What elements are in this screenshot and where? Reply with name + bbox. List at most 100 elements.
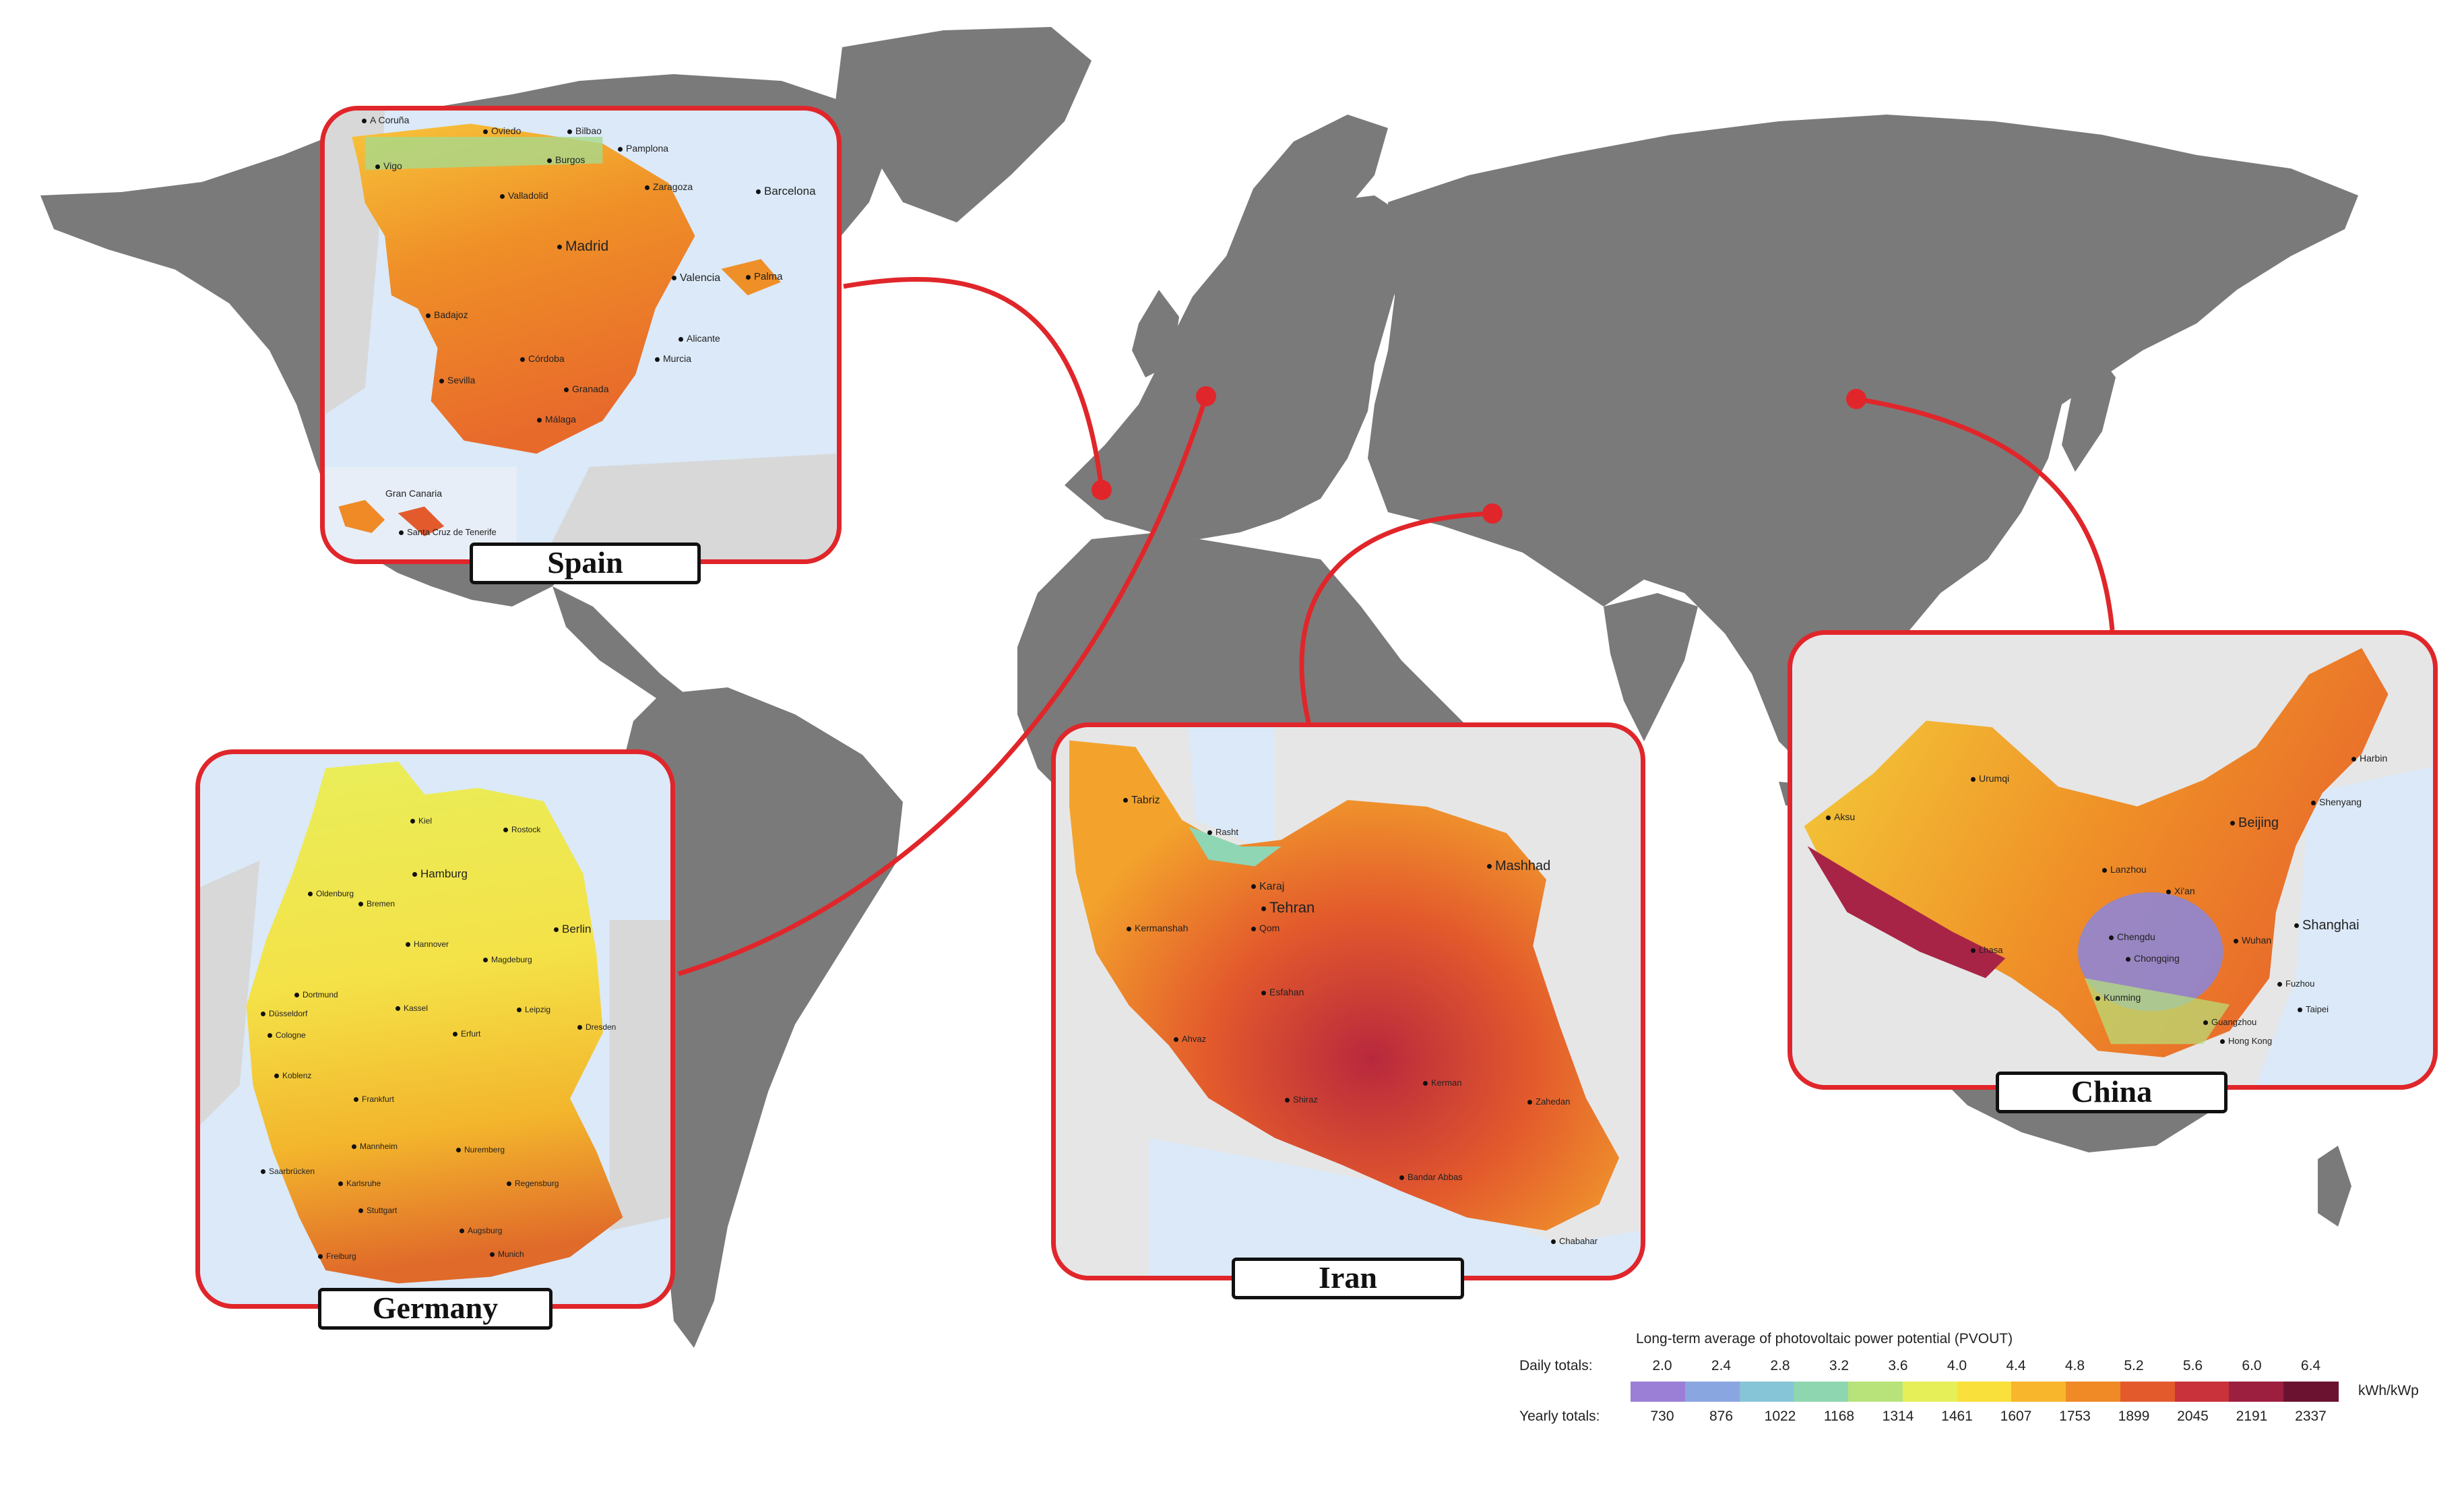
china-pv-map — [1794, 635, 2432, 1085]
city-label: Chabahar — [1551, 1236, 1598, 1246]
city-label: Dresden — [577, 1022, 616, 1032]
city-label: Rasht — [1207, 827, 1238, 837]
legend-tick-yearly: 1314 — [1882, 1408, 1914, 1424]
caption-iran: Iran — [1232, 1258, 1464, 1299]
city-label: Leipzig — [517, 1005, 550, 1014]
city-label: Mashhad — [1487, 859, 1550, 874]
city-label: Zahedan — [1527, 1096, 1570, 1107]
land-greenland — [835, 27, 1092, 222]
city-label: Shiraz — [1285, 1094, 1318, 1105]
city-label: Fuzhou — [2277, 979, 2314, 989]
caption-germany: Germany — [318, 1288, 552, 1330]
legend-tick-daily: 2.0 — [1652, 1358, 1672, 1373]
land-europe — [1065, 195, 1415, 539]
city-label: Málaga — [537, 414, 576, 425]
legend-tick-daily: 4.4 — [2006, 1358, 2026, 1373]
city-label: Erfurt — [453, 1029, 480, 1039]
legend-tick-daily: 6.4 — [2300, 1358, 2321, 1373]
legend-color-cell — [1739, 1382, 1795, 1402]
city-label: Stuttgart — [358, 1206, 397, 1215]
city-label: Koblenz — [274, 1071, 311, 1080]
legend-color-cell — [2011, 1382, 2067, 1402]
city-label: Hannover — [406, 939, 449, 949]
city-label: Valencia — [672, 272, 720, 284]
legend-color-cell — [1902, 1382, 1958, 1402]
legend-color-cell — [2120, 1382, 2176, 1402]
city-label: Pamplona — [618, 143, 668, 154]
city-label: Esfahan — [1261, 987, 1304, 997]
inset-iran: Tabriz Rasht Mashhad Karaj Tehran Kerman… — [1051, 722, 1645, 1280]
caption-china: China — [1996, 1072, 2228, 1113]
location-markers — [1092, 386, 1866, 524]
legend-daily-label: Daily totals: — [1519, 1358, 1593, 1373]
land-new-zealand — [2318, 1146, 2351, 1227]
marker-china — [1846, 389, 1866, 409]
land-central-america — [552, 586, 694, 714]
city-label: Lhasa — [1971, 945, 2002, 955]
legend-tick-yearly: 1168 — [1823, 1408, 1855, 1424]
land-scandinavia — [1226, 115, 1388, 263]
city-label: Oldenburg — [308, 889, 354, 898]
city-label: A Coruña — [362, 115, 409, 125]
city-label: Córdoba — [520, 353, 565, 364]
city-label: Hong Kong — [2220, 1036, 2272, 1046]
legend-tick-yearly: 1022 — [1764, 1408, 1796, 1424]
city-label: Saarbrücken — [261, 1167, 315, 1176]
city-label: Alicante — [678, 333, 720, 344]
city-label: Gran Canaria — [385, 488, 443, 499]
inset-germany: Kiel Rostock Hamburg Oldenburg Bremen Be… — [195, 749, 675, 1309]
legend-tick-yearly: 1607 — [2000, 1408, 2032, 1424]
connector-germany — [677, 395, 1209, 977]
city-label: Magdeburg — [483, 955, 532, 964]
city-label: Sevilla — [439, 375, 475, 385]
city-label: Kiel — [410, 816, 432, 826]
city-label: Granada — [564, 383, 608, 394]
marker-spain — [1092, 480, 1112, 500]
legend-tick-yearly: 1753 — [2059, 1408, 2091, 1424]
city-label: Santa Cruz de Tenerife — [399, 527, 497, 537]
city-label: Aksu — [1826, 811, 1855, 822]
city-label: Kunming — [2095, 992, 2141, 1003]
city-label: Karaj — [1251, 881, 1284, 893]
legend-title: Long-term average of photovoltaic power … — [1636, 1331, 2013, 1346]
legend-color-cell — [1631, 1382, 1686, 1402]
legend-tick-daily: 4.8 — [2064, 1358, 2085, 1373]
connectors — [677, 276, 2115, 977]
city-label: Kerman — [1423, 1078, 1462, 1088]
legend-tick-daily: 6.0 — [2242, 1358, 2262, 1373]
city-label: Tabriz — [1123, 795, 1160, 807]
city-label: Karlsruhe — [338, 1179, 381, 1188]
city-label: Hamburg — [412, 867, 468, 881]
city-label: Rostock — [503, 825, 540, 834]
city-label: Beijing — [2230, 815, 2279, 831]
legend-tick-yearly: 1461 — [1941, 1408, 1973, 1424]
legend-tick-daily: 2.8 — [1770, 1358, 1790, 1373]
legend-color-cell — [2283, 1382, 2339, 1402]
city-label: Augsburg — [460, 1226, 502, 1235]
city-label: Bandar Abbas — [1399, 1172, 1463, 1182]
city-label: Regensburg — [507, 1179, 559, 1188]
inset-spain: A Coruña Oviedo Bilbao Pamplona Vigo Bur… — [320, 106, 842, 564]
inset-china: Harbin Urumqi Shenyang Aksu Beijing Lanz… — [1788, 630, 2438, 1090]
legend-tick-daily: 2.4 — [1711, 1358, 1732, 1373]
city-label: Mannheim — [352, 1142, 398, 1151]
city-label: Lanzhou — [2102, 864, 2147, 875]
legend-tick-daily: 4.0 — [1947, 1358, 1967, 1373]
city-label: Düsseldorf — [261, 1009, 307, 1018]
legend-color-cell — [1957, 1382, 2013, 1402]
city-label: Shanghai — [2294, 918, 2360, 933]
city-label: Dortmund — [294, 990, 338, 999]
connector-spain — [843, 276, 1104, 491]
city-label: Xi'an — [2166, 886, 2195, 896]
legend-tick-yearly: 2191 — [2236, 1408, 2268, 1424]
city-label: Ahvaz — [1174, 1034, 1206, 1044]
legend-tick-daily: 5.6 — [2182, 1358, 2203, 1373]
city-label: Munich — [490, 1249, 524, 1259]
city-label: Nuremberg — [456, 1145, 505, 1154]
city-label: Guangzhou — [2203, 1017, 2256, 1027]
city-label: Burgos — [547, 154, 585, 165]
city-label: Taipei — [2298, 1004, 2329, 1014]
legend-color-cell — [1684, 1382, 1740, 1402]
city-label: Barcelona — [756, 185, 816, 198]
legend-unit: kWh/kWp — [2358, 1383, 2419, 1398]
